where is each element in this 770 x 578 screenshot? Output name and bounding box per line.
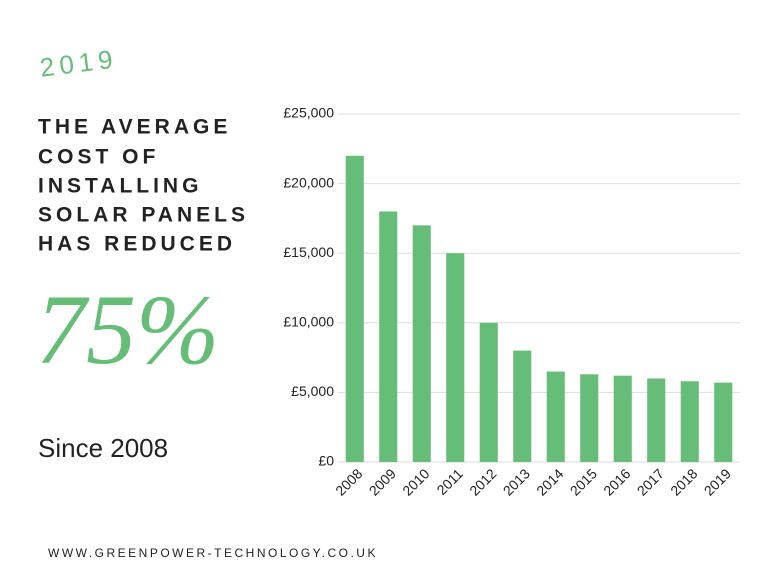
x-tick-label: 2017	[634, 465, 667, 498]
bar	[345, 155, 364, 462]
bar	[513, 350, 532, 462]
x-tick-label: 2011	[433, 465, 466, 498]
x-tick-label: 2016	[600, 465, 633, 498]
bar	[446, 253, 465, 462]
bar	[379, 211, 398, 462]
bar	[647, 378, 666, 462]
x-tick-label: 2012	[466, 465, 499, 498]
x-tick-label: 2013	[500, 465, 533, 498]
year: 2019	[38, 43, 119, 82]
website: WWW.GREENPOWER-TECHNOLOGY.CO.UK	[48, 546, 378, 560]
y-tick-label: £20,000	[283, 174, 334, 190]
headline: COST OF	[38, 146, 159, 169]
headline: HAS REDUCED	[38, 233, 236, 256]
bar	[580, 374, 599, 462]
headline: THE AVERAGE	[38, 116, 231, 139]
y-tick-label: £10,000	[283, 314, 334, 330]
bar	[680, 381, 699, 462]
bar	[714, 382, 733, 462]
y-tick-label: £5,000	[291, 383, 334, 399]
x-tick-label: 2010	[399, 465, 432, 498]
x-tick-label: 2018	[667, 465, 700, 498]
since: Since 2008	[38, 433, 168, 463]
x-tick-label: 2015	[567, 465, 600, 498]
bar	[479, 322, 498, 462]
bar	[546, 371, 565, 462]
y-tick-label: £15,000	[283, 244, 334, 260]
headline: INSTALLING	[38, 175, 202, 198]
bar	[613, 375, 632, 462]
x-tick-label: 2008	[332, 465, 365, 498]
x-tick-label: 2014	[533, 465, 566, 498]
stat: 75%	[36, 274, 219, 385]
y-tick-label: £25,000	[283, 105, 334, 121]
headline: SOLAR PANELS	[38, 204, 249, 227]
y-tick-label: £0	[318, 453, 334, 469]
x-tick-label: 2009	[366, 465, 399, 498]
x-tick-label: 2019	[701, 465, 734, 498]
bar	[412, 225, 431, 462]
